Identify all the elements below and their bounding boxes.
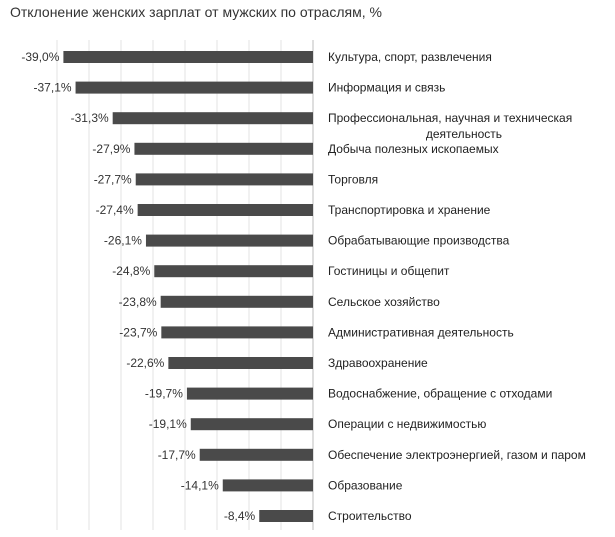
category-label: Административная деятельность: [328, 325, 514, 339]
data-label: -19,7%: [145, 387, 183, 401]
bar: [134, 142, 313, 155]
data-label: -27,4%: [96, 203, 134, 217]
category-label: Торговля: [328, 172, 378, 186]
category-label: Добыча полезных ископаемых: [328, 142, 499, 156]
category-label: Водоснабжение, обращение с отходами: [328, 387, 552, 401]
data-label: -8,4%: [224, 509, 256, 523]
bar: [222, 479, 313, 492]
category-label: Образование: [328, 478, 403, 492]
bar: [186, 387, 313, 400]
category-label: Информация и связь: [328, 81, 445, 95]
data-label: -31,3%: [71, 111, 109, 125]
category-label: Операции с недвижимостью: [328, 417, 486, 431]
bar: [75, 81, 313, 94]
bar: [160, 295, 313, 308]
data-label: -23,8%: [119, 295, 157, 309]
data-label: -26,1%: [104, 234, 142, 248]
data-label: -14,1%: [181, 478, 219, 492]
bar: [63, 51, 314, 63]
data-label: -17,7%: [158, 448, 196, 462]
data-label: -19,1%: [149, 417, 187, 431]
bar: [199, 448, 313, 461]
category-label-line2: деятельность: [426, 127, 502, 141]
bar: [259, 510, 313, 522]
category-label: Гостиницы и общепит: [328, 264, 450, 278]
data-label: -39,0%: [21, 50, 59, 64]
data-label: -27,9%: [92, 142, 130, 156]
data-label: -24,8%: [112, 264, 150, 278]
chart-title: Отклонение женских зарплат от мужских по…: [10, 4, 382, 20]
category-label: Профессиональная, научная и техническая: [328, 111, 572, 125]
category-label: Здравоохранение: [328, 356, 428, 370]
bar: [168, 357, 313, 369]
bar: [154, 265, 313, 278]
bar: [112, 112, 314, 125]
bar: [135, 173, 313, 186]
data-label: -23,7%: [119, 325, 157, 339]
category-label: Строительство: [328, 509, 412, 523]
bar: [161, 326, 313, 339]
category-label: Сельское хозяйство: [328, 295, 440, 309]
category-label: Транспортировка и хранение: [328, 203, 491, 217]
bar: [137, 204, 313, 216]
bar: [190, 418, 313, 431]
category-label: Обеспечение электроэнергией, газом и пар…: [328, 448, 586, 462]
category-label: Обрабатывающие производства: [328, 234, 510, 248]
data-label: -27,7%: [94, 172, 132, 186]
category-label: Культура, спорт, развлечения: [328, 50, 492, 64]
data-label: -22,6%: [126, 356, 164, 370]
data-label: -37,1%: [34, 81, 72, 95]
bar: [145, 234, 313, 247]
